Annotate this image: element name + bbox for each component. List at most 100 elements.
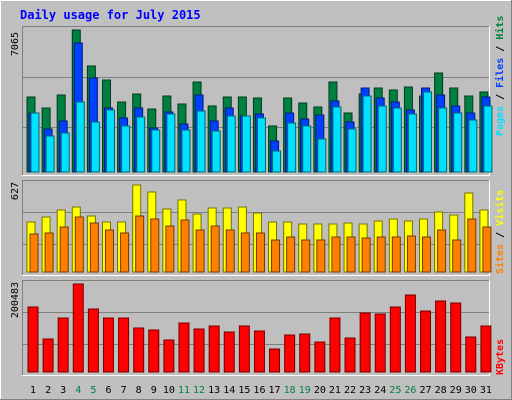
x-tick-label: 17 (269, 385, 281, 396)
bar-pages-day-27 (423, 91, 433, 173)
bar-kbytes-day-4 (72, 283, 84, 373)
bar-pages-day-14 (226, 115, 236, 173)
bar-sites-day-7 (120, 232, 130, 273)
bar-sites-day-3 (59, 226, 69, 273)
bar-sites-day-2 (44, 232, 54, 273)
x-tick-label: 15 (238, 385, 250, 396)
bar-pages-day-8 (136, 116, 146, 173)
bar-sites-day-18 (286, 236, 296, 273)
bar-kbytes-day-25 (389, 306, 401, 373)
bar-pages-day-2 (45, 135, 55, 173)
bar-kbytes-day-27 (420, 310, 432, 373)
middle-max-label: 627 (10, 182, 21, 200)
x-tick-label: 28 (435, 385, 447, 396)
x-tick-label: 8 (136, 385, 142, 396)
bar-sites-day-10 (165, 225, 175, 273)
bar-sites-day-23 (361, 237, 371, 273)
panel-top (22, 26, 493, 176)
bar-kbytes-day-5 (87, 308, 99, 373)
bar-sites-day-15 (240, 232, 250, 273)
bar-pages-day-29 (453, 112, 463, 173)
x-tick-label: 23 (359, 385, 371, 396)
bar-kbytes-day-14 (223, 331, 235, 373)
x-tick-label: 10 (163, 385, 175, 396)
bar-sites-day-19 (301, 239, 311, 273)
bar-sites-day-17 (271, 239, 281, 273)
bar-pages-day-19 (302, 125, 312, 173)
bar-pages-day-6 (105, 109, 115, 173)
bar-pages-day-9 (151, 129, 161, 173)
x-tick-label: 12 (193, 385, 205, 396)
legend-sites: Sites (494, 244, 506, 274)
bar-kbytes-day-23 (359, 312, 371, 373)
panel-middle (22, 180, 492, 276)
bar-sites-day-8 (135, 215, 145, 273)
bar-pages-day-11 (181, 129, 191, 173)
x-tick-label: 7 (121, 385, 127, 396)
x-tick-label: 25 (389, 385, 401, 396)
bar-kbytes-day-3 (57, 317, 69, 373)
bar-pages-day-30 (468, 119, 478, 173)
x-tick-label: 22 (344, 385, 356, 396)
bar-pages-day-5 (90, 121, 100, 173)
bar-pages-day-21 (332, 106, 342, 173)
bar-sites-day-31 (482, 226, 492, 273)
bar-kbytes-day-15 (238, 325, 250, 373)
bar-kbytes-day-8 (133, 327, 145, 373)
bar-sites-day-21 (331, 236, 341, 273)
x-tick-label: 27 (419, 385, 431, 396)
legend-separator: / (495, 40, 506, 58)
bar-sites-day-22 (346, 236, 356, 273)
bar-sites-day-28 (437, 229, 447, 273)
legend-visits: Visits (494, 190, 506, 226)
x-tick-label: 1 (30, 385, 36, 396)
x-tick-label: 11 (178, 385, 190, 396)
bar-kbytes-day-6 (102, 317, 114, 373)
x-tick-label: 31 (480, 385, 492, 396)
legend-separator: / (495, 226, 506, 244)
x-tick-label: 30 (465, 385, 477, 396)
x-tick-label: 16 (253, 385, 265, 396)
bar-pages-day-3 (60, 132, 70, 173)
bar-sites-day-5 (89, 222, 99, 273)
right-label-middle: Sites / Visits (494, 190, 506, 274)
bar-kbytes-day-11 (178, 322, 190, 373)
bar-sites-day-27 (422, 236, 432, 273)
bar-pages-day-31 (483, 105, 493, 173)
bar-kbytes-day-2 (42, 338, 54, 373)
bar-kbytes-day-30 (465, 336, 477, 373)
bar-kbytes-day-24 (374, 313, 386, 373)
bar-pages-day-23 (362, 95, 372, 173)
bar-kbytes-day-28 (435, 300, 447, 373)
bar-kbytes-day-26 (404, 294, 416, 373)
x-tick-label: 14 (223, 385, 235, 396)
x-tick-label: 21 (329, 385, 341, 396)
bottom-max-label: 200483 (10, 282, 21, 318)
bar-kbytes-day-17 (269, 348, 281, 373)
bar-pages-day-22 (347, 128, 357, 173)
bar-sites-day-12 (195, 229, 205, 273)
bar-pages-day-24 (377, 105, 387, 173)
bar-kbytes-day-20 (314, 341, 326, 373)
bar-kbytes-day-10 (163, 339, 175, 373)
bar-sites-day-13 (210, 225, 220, 273)
bar-pages-day-15 (241, 115, 251, 173)
bar-pages-day-18 (287, 122, 297, 173)
x-tick-label: 5 (90, 385, 96, 396)
bar-pages-day-16 (256, 117, 266, 173)
bar-sites-day-29 (452, 239, 462, 273)
bar-pages-day-4 (75, 101, 85, 173)
legend-pages: Pages (495, 106, 506, 136)
bar-pages-day-26 (407, 113, 417, 173)
bar-sites-day-25 (391, 236, 401, 273)
bar-pages-day-12 (196, 110, 206, 173)
chart-title: Daily usage for July 2015 (20, 8, 201, 22)
bar-kbytes-day-7 (118, 317, 130, 373)
panel-bottom (22, 280, 492, 376)
bar-pages-day-10 (166, 113, 176, 173)
bar-pages-day-17 (272, 150, 282, 173)
legend-files: Files (494, 58, 506, 88)
bar-sites-day-20 (316, 239, 326, 273)
x-tick-label: 19 (299, 385, 311, 396)
